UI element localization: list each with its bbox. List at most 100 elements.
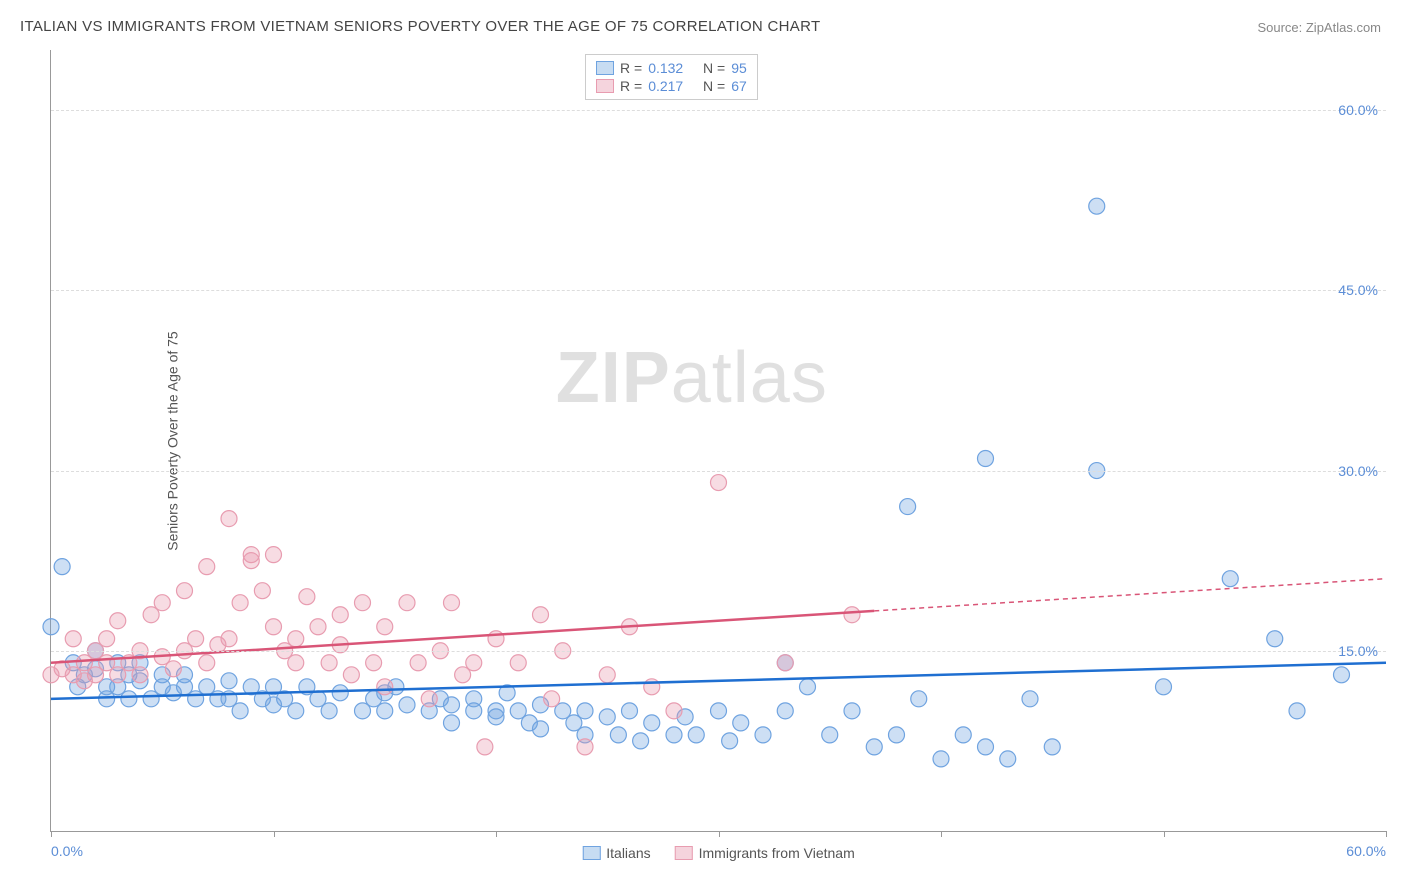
legend-label: Italians	[606, 845, 650, 861]
data-point	[978, 739, 994, 755]
data-point	[622, 703, 638, 719]
chart-title: ITALIAN VS IMMIGRANTS FROM VIETNAM SENIO…	[20, 18, 820, 35]
grid-line	[51, 651, 1386, 652]
data-point	[466, 691, 482, 707]
data-point	[399, 595, 415, 611]
grid-line	[51, 110, 1386, 111]
data-point	[165, 661, 181, 677]
data-point	[254, 583, 270, 599]
data-point	[243, 553, 259, 569]
data-point	[132, 667, 148, 683]
data-point	[154, 595, 170, 611]
data-point	[343, 667, 359, 683]
grid-line	[51, 471, 1386, 472]
y-tick-label: 15.0%	[1338, 643, 1378, 659]
data-point	[288, 703, 304, 719]
data-point	[444, 715, 460, 731]
chart-source: Source: ZipAtlas.com	[1257, 20, 1381, 35]
data-point	[889, 727, 905, 743]
data-point	[510, 655, 526, 671]
data-point	[99, 631, 115, 647]
data-point	[43, 619, 59, 635]
data-point	[488, 703, 504, 719]
legend-label: Immigrants from Vietnam	[699, 845, 855, 861]
data-point	[221, 631, 237, 647]
data-point	[577, 703, 593, 719]
x-tick	[719, 831, 720, 837]
data-point	[733, 715, 749, 731]
data-point	[288, 655, 304, 671]
data-point	[844, 607, 860, 623]
data-point	[1000, 751, 1016, 767]
data-point	[188, 631, 204, 647]
data-point	[199, 559, 215, 575]
data-point	[266, 619, 282, 635]
legend-swatch	[675, 846, 693, 860]
plot-area: Seniors Poverty Over the Age of 75 ZIPat…	[50, 50, 1386, 832]
data-point	[299, 589, 315, 605]
data-point	[577, 739, 593, 755]
y-tick-label: 30.0%	[1338, 463, 1378, 479]
data-point	[477, 739, 493, 755]
data-point	[533, 721, 549, 737]
x-tick	[941, 831, 942, 837]
data-point	[955, 727, 971, 743]
x-tick	[1164, 831, 1165, 837]
data-point	[1022, 691, 1038, 707]
data-point	[1044, 739, 1060, 755]
data-point	[755, 727, 771, 743]
y-tick-label: 45.0%	[1338, 282, 1378, 298]
data-point	[800, 679, 816, 695]
legend-item: Immigrants from Vietnam	[675, 845, 855, 861]
data-point	[777, 703, 793, 719]
data-point	[332, 685, 348, 701]
data-point	[844, 703, 860, 719]
data-point	[544, 691, 560, 707]
data-point	[321, 655, 337, 671]
data-point	[232, 703, 248, 719]
data-point	[199, 655, 215, 671]
legend-series: Italians Immigrants from Vietnam	[582, 845, 854, 861]
data-point	[1156, 679, 1172, 695]
data-point	[666, 727, 682, 743]
data-point	[355, 595, 371, 611]
data-point	[221, 511, 237, 527]
data-point	[610, 727, 626, 743]
data-point	[310, 619, 326, 635]
data-point	[366, 655, 382, 671]
data-point	[110, 613, 126, 629]
data-point	[288, 631, 304, 647]
data-point	[933, 751, 949, 767]
y-tick-label: 60.0%	[1338, 102, 1378, 118]
grid-line	[51, 290, 1386, 291]
trend-line-dashed	[874, 579, 1386, 611]
scatter-svg	[51, 50, 1386, 831]
data-point	[644, 715, 660, 731]
data-point	[232, 595, 248, 611]
data-point	[599, 667, 615, 683]
data-point	[633, 733, 649, 749]
data-point	[377, 619, 393, 635]
data-point	[65, 631, 81, 647]
data-point	[900, 499, 916, 515]
data-point	[599, 709, 615, 725]
data-point	[722, 733, 738, 749]
data-point	[444, 595, 460, 611]
data-point	[1089, 198, 1105, 214]
data-point	[410, 655, 426, 671]
data-point	[332, 607, 348, 623]
data-point	[711, 475, 727, 491]
data-point	[822, 727, 838, 743]
data-point	[711, 703, 727, 719]
legend-item: Italians	[582, 845, 650, 861]
trend-line	[51, 611, 874, 663]
data-point	[121, 691, 137, 707]
data-point	[399, 697, 415, 713]
data-point	[1267, 631, 1283, 647]
data-point	[221, 673, 237, 689]
data-point	[866, 739, 882, 755]
legend-swatch	[582, 846, 600, 860]
x-tick-label: 60.0%	[1346, 843, 1386, 859]
data-point	[533, 607, 549, 623]
data-point	[777, 655, 793, 671]
